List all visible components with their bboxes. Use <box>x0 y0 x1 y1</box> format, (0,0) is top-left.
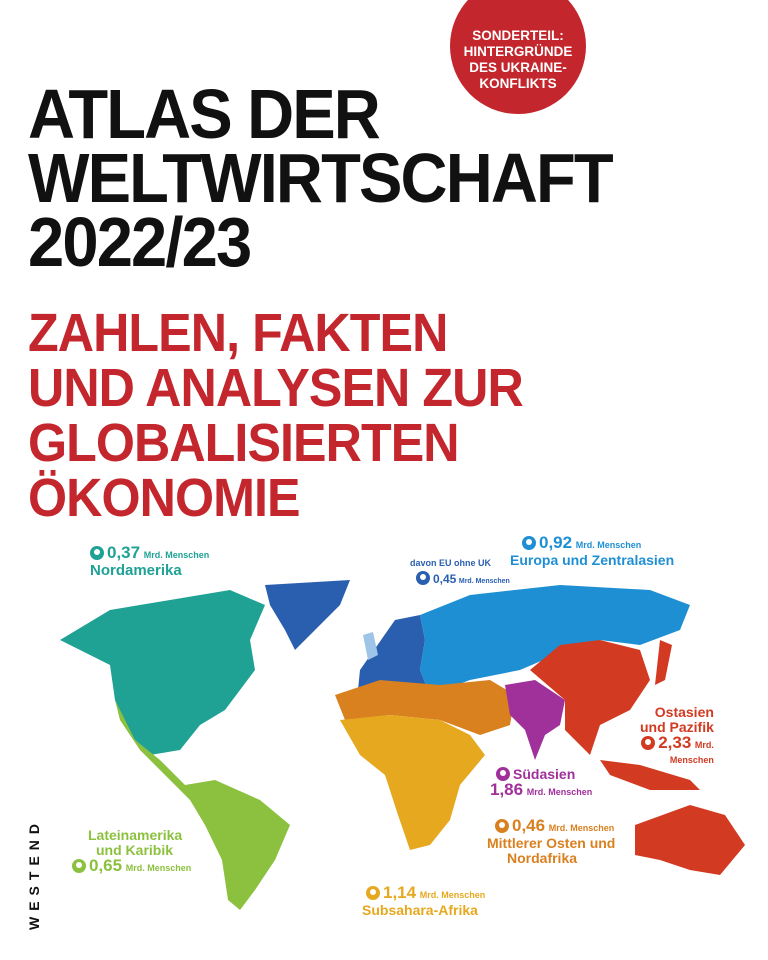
label-suedasien: Südasien 1,86 Mrd. Menschen <box>490 766 593 799</box>
badge-line: KONFLIKTS <box>479 76 557 91</box>
region-indonesia <box>600 760 700 790</box>
title-line: ATLAS DER <box>28 75 381 153</box>
label-mena: 0,46 Mrd. Menschen Mittlerer Osten und N… <box>487 816 616 866</box>
special-section-badge: SONDERTEIL: HINTERGRÜNDE DES UKRAINE- KO… <box>450 0 586 114</box>
subtitle-line: GLOBALISIERTEN <box>28 413 460 473</box>
people-icon <box>496 767 510 781</box>
region-mena <box>335 680 515 735</box>
subtitle-line: UND ANALYSEN ZUR <box>28 358 524 418</box>
people-icon <box>495 819 509 833</box>
region-greenland <box>265 580 350 650</box>
region-lateinamerika <box>115 700 290 910</box>
region-suedasien <box>505 680 565 760</box>
people-icon <box>416 571 430 585</box>
people-icon <box>522 536 536 550</box>
book-subtitle: ZAHLEN, FAKTEN UND ANALYSEN ZUR GLOBALIS… <box>28 303 524 528</box>
label-eu: davon EU ohne UK 0,45 Mrd. Menschen <box>410 558 510 586</box>
region-subsahara <box>340 715 485 850</box>
label-europa-zentralasien: 0,92 Mrd. Menschen Europa und Zentralasi… <box>510 533 675 568</box>
region-japan <box>655 640 672 685</box>
title-line: WELTWIRTSCHAFT <box>28 139 614 217</box>
book-title: ATLAS DER WELTWIRTSCHAFT 2022/23 <box>28 75 614 281</box>
region-nordamerika <box>60 590 265 755</box>
badge-line: HINTERGRÜNDE <box>463 44 573 59</box>
label-nordamerika: 0,37 Mrd. Menschen Nordamerika <box>90 543 210 579</box>
badge-line: DES UKRAINE- <box>469 60 567 75</box>
people-icon <box>72 859 86 873</box>
subtitle-line: ZAHLEN, FAKTEN <box>28 303 448 363</box>
region-eu <box>358 615 430 700</box>
region-ostasien <box>530 640 650 755</box>
world-map <box>60 580 745 910</box>
region-uk <box>363 632 378 660</box>
region-australia <box>635 805 745 875</box>
badge-line: SONDERTEIL: <box>472 28 564 43</box>
title-line: 2022/23 <box>28 203 252 281</box>
publisher-logo: WESTEND <box>26 818 42 930</box>
people-icon <box>366 886 380 900</box>
subtitle-line: ÖKONOMIE <box>28 468 301 528</box>
region-europa-zentralasien <box>420 585 690 695</box>
people-icon <box>90 546 104 560</box>
people-icon <box>641 736 656 750</box>
label-subsahara: 1,14 Mrd. Menschen Subsahara-Afrika <box>362 883 486 918</box>
label-lateinamerika: Lateinamerika und Karibik 0,65 Mrd. Mens… <box>72 828 191 876</box>
label-ostasien: Ostasien und Pazifik 2,33 Mrd. Menschen <box>640 704 714 766</box>
